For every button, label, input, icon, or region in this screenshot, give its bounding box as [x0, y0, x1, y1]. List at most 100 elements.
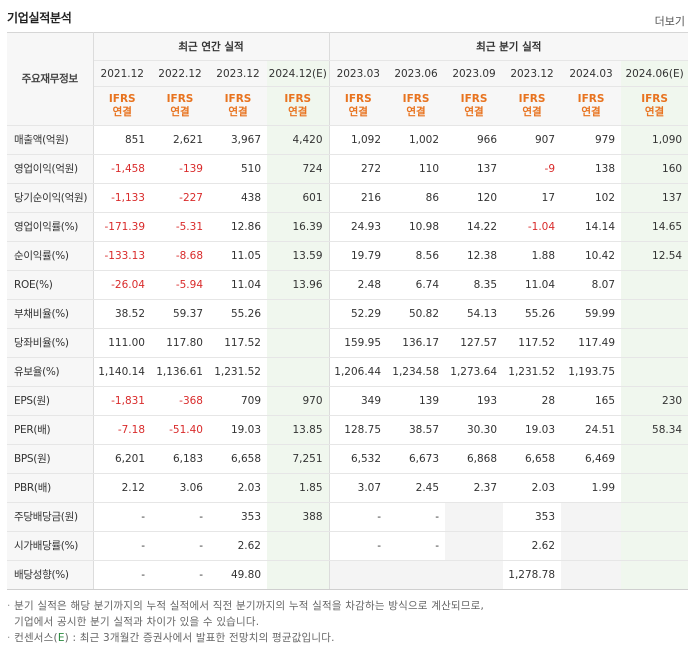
table-cell: 16.39: [267, 212, 330, 242]
period-header: 2023.09: [445, 60, 504, 87]
table-cell: 3.07: [329, 473, 388, 503]
period-header: 2022.12: [151, 60, 209, 87]
basis-consolidated: 연결: [112, 106, 132, 118]
table-cell: 272: [329, 154, 388, 184]
row-label: 당기순이익(억원): [7, 183, 94, 213]
table-cell: 2,621: [151, 125, 209, 155]
table-cell: 2.48: [329, 270, 388, 300]
more-link[interactable]: 더보기: [654, 15, 685, 28]
table-cell: 50.82: [387, 299, 446, 329]
table-cell: [445, 531, 504, 561]
note-1: · 분기 실적은 해당 분기까지의 누적 실적에서 직전 분기까지의 누적 실적…: [7, 600, 485, 612]
period-header: 2024.03: [561, 60, 622, 87]
table-cell: -: [93, 560, 151, 590]
table-cell: 709: [209, 386, 267, 416]
table-row: 주당배당금(원) - -353 388- -353: [7, 502, 689, 532]
basis-ifrs: IFRS: [460, 93, 488, 105]
table-cell: 120: [445, 183, 504, 213]
table-cell: 58.34: [621, 415, 689, 445]
table-cell: -1,458: [93, 154, 151, 184]
basis-header: IFRS 연결: [621, 86, 689, 126]
table-cell: 388: [267, 502, 330, 532]
table-cell: -133.13: [93, 241, 151, 271]
table-cell: -: [151, 560, 209, 590]
basis-consolidated: 연결: [644, 106, 665, 118]
table-cell: 30.30: [445, 415, 504, 445]
table-cell: 10.42: [561, 241, 622, 271]
basis-ifrs: IFRS: [518, 93, 546, 105]
table-cell: [267, 299, 330, 329]
basis-ifrs: IFRS: [166, 93, 194, 105]
table-cell: 14.14: [561, 212, 622, 242]
table-cell: 353: [209, 502, 267, 532]
table-cell: 4,420: [267, 125, 330, 155]
table-cell: 14.22: [445, 212, 504, 242]
table-cell: 55.26: [209, 299, 267, 329]
table-cell: 851: [93, 125, 151, 155]
table-cell: 59.37: [151, 299, 209, 329]
table-cell: [561, 502, 622, 532]
basis-ifrs: IFRS: [284, 93, 312, 105]
table-cell: 12.54: [621, 241, 689, 271]
table-cell: 3.06: [151, 473, 209, 503]
row-label: ROE(%): [7, 270, 94, 300]
table-cell: 13.96: [267, 270, 330, 300]
table-cell: 12.86: [209, 212, 267, 242]
table-cell: [621, 444, 689, 474]
basis-consolidated: 연결: [581, 106, 601, 118]
basis-ifrs: IFRS: [577, 93, 605, 105]
table-row: 영업이익률(%) -171.39 -5.31 12.86 16.39 24.93 10.98…: [7, 212, 689, 242]
row-label: 유보율(%): [7, 357, 94, 387]
basis-header: IFRS 연결: [329, 86, 388, 126]
table-cell: [267, 531, 330, 561]
table-cell: 601: [267, 183, 330, 213]
table-cell: 14.65: [621, 212, 689, 242]
table-cell: 160: [621, 154, 689, 184]
table-cell: 8.07: [561, 270, 622, 300]
note-1-cont: 기업에서 공시한 분기 실적과 차이가 있을 수 있습니다.: [14, 616, 260, 628]
table-row: 당기순이익(억원) -1,133 -227 438 601 216 86 120 17 102 13…: [7, 183, 689, 213]
table-cell: 1,231.52: [503, 357, 562, 387]
table-cell: 117.80: [151, 328, 209, 358]
period-header: 2024.06(E): [621, 60, 689, 87]
table-cell: -9: [503, 154, 562, 184]
basis-header: IFRS 연결: [387, 86, 446, 126]
table-cell: 165: [561, 386, 622, 416]
basis-ifrs: IFRS: [224, 93, 252, 105]
table-cell: 970: [267, 386, 330, 416]
table-cell: 12.38: [445, 241, 504, 271]
table-cell: 7,251: [267, 444, 330, 474]
table-cell: -8.68: [151, 241, 209, 271]
row-label: 영업이익률(%): [7, 212, 94, 242]
basis-consolidated: 연결: [228, 106, 248, 118]
row-label: 배당성향(%): [7, 560, 94, 590]
period-header: 2023.12: [209, 60, 267, 87]
table-cell: [561, 560, 622, 590]
table-row: 매출액(억원) 851 2,621 3,967 4,420 1,092 1,002 966 90…: [7, 125, 689, 155]
table-cell: [621, 270, 689, 300]
table-cell: -1.04: [503, 212, 562, 242]
table-cell: 6,183: [151, 444, 209, 474]
table-cell: 127.57: [445, 328, 504, 358]
table-cell: [621, 357, 689, 387]
table-cell: 724: [267, 154, 330, 184]
table-cell: -26.04: [93, 270, 151, 300]
table-cell: 19.03: [503, 415, 562, 445]
table-cell: 24.51: [561, 415, 622, 445]
basis-header: IFRS 연결: [209, 86, 267, 126]
table-cell: [445, 502, 504, 532]
table-cell: [267, 328, 330, 358]
period-header: 2024.12(E): [267, 60, 330, 87]
group-annual: 최근 연간 실적: [93, 32, 330, 61]
table-cell: 128.75: [329, 415, 388, 445]
basis-header: IFRS 연결: [503, 86, 562, 126]
basis-consolidated: 연결: [348, 106, 368, 118]
table-row: ROE(%) -26.04 -5.94 11.04 13.96 2.48 6.74 8.35 1…: [7, 270, 689, 300]
table-cell: -7.18: [93, 415, 151, 445]
table-cell: 6,469: [561, 444, 622, 474]
table-row: BPS(원) 6,201 6,183 6,658 7,251 6,532 6,673 6,86…: [7, 444, 689, 474]
table-cell: -5.31: [151, 212, 209, 242]
table-cell: 2.03: [503, 473, 562, 503]
table-cell: 216: [329, 183, 388, 213]
table-cell: 38.52: [93, 299, 151, 329]
